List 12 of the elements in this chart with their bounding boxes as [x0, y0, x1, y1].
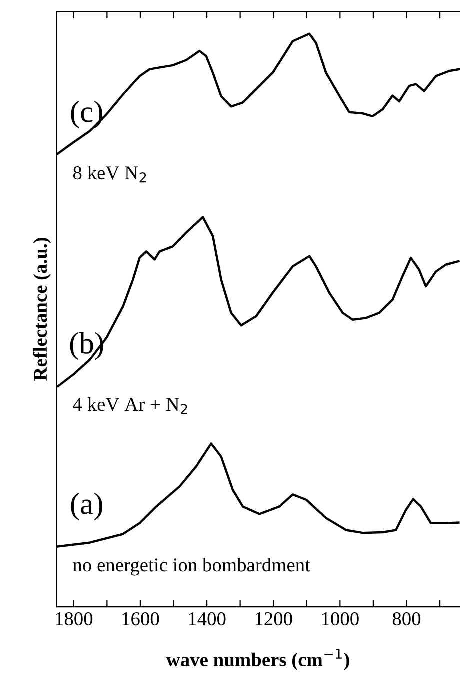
annotation: (a): [71, 492, 102, 521]
x-tick-label: 800: [392, 612, 421, 626]
x-tick-label: 1000: [322, 612, 359, 626]
y-axis-title: Reflectance (a.u.): [33, 238, 52, 382]
x-tick-label: 1200: [256, 612, 292, 626]
x-tick-label: 1400: [189, 612, 226, 626]
annotation: 4 keV Ar + N$_{2}$: [73, 397, 188, 414]
x-tick-label: 1600: [122, 612, 160, 626]
annotation: no energetic ion bombardment: [73, 558, 310, 576]
x-axis-title: wave numbers (cm$^{−1}$): [166, 648, 350, 670]
x-tick-label: 1800: [56, 612, 93, 626]
annotation: 8 keV N$_{2}$: [73, 166, 146, 183]
